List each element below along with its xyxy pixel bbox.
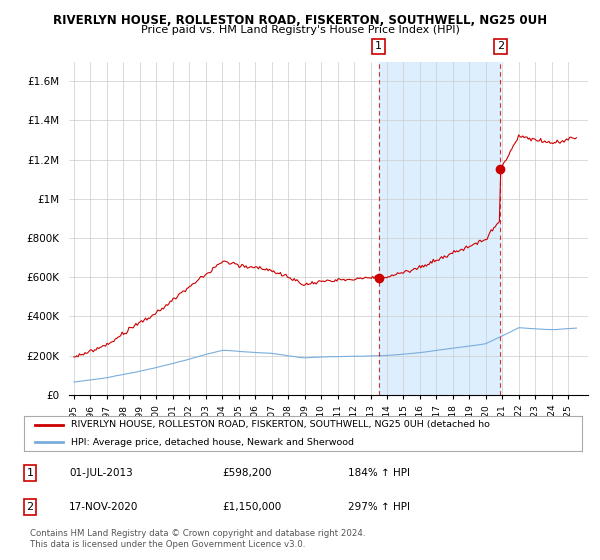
Text: Contains HM Land Registry data © Crown copyright and database right 2024.
This d: Contains HM Land Registry data © Crown c…	[30, 529, 365, 549]
Text: 17-NOV-2020: 17-NOV-2020	[69, 502, 139, 512]
Text: Price paid vs. HM Land Registry's House Price Index (HPI): Price paid vs. HM Land Registry's House …	[140, 25, 460, 35]
Text: 1: 1	[26, 468, 34, 478]
Text: 2: 2	[26, 502, 34, 512]
Text: 01-JUL-2013: 01-JUL-2013	[69, 468, 133, 478]
Text: HPI: Average price, detached house, Newark and Sherwood: HPI: Average price, detached house, Newa…	[71, 437, 355, 447]
Text: £1,150,000: £1,150,000	[222, 502, 281, 512]
Text: RIVERLYN HOUSE, ROLLESTON ROAD, FISKERTON, SOUTHWELL, NG25 0UH: RIVERLYN HOUSE, ROLLESTON ROAD, FISKERTO…	[53, 14, 547, 27]
Text: £598,200: £598,200	[222, 468, 271, 478]
Text: RIVERLYN HOUSE, ROLLESTON ROAD, FISKERTON, SOUTHWELL, NG25 0UH (detached ho: RIVERLYN HOUSE, ROLLESTON ROAD, FISKERTO…	[71, 420, 490, 430]
Text: 1: 1	[375, 41, 382, 52]
Bar	[379, 62, 500, 395]
Text: 184% ↑ HPI: 184% ↑ HPI	[348, 468, 410, 478]
Text: 297% ↑ HPI: 297% ↑ HPI	[348, 502, 410, 512]
Text: 2: 2	[497, 41, 504, 52]
